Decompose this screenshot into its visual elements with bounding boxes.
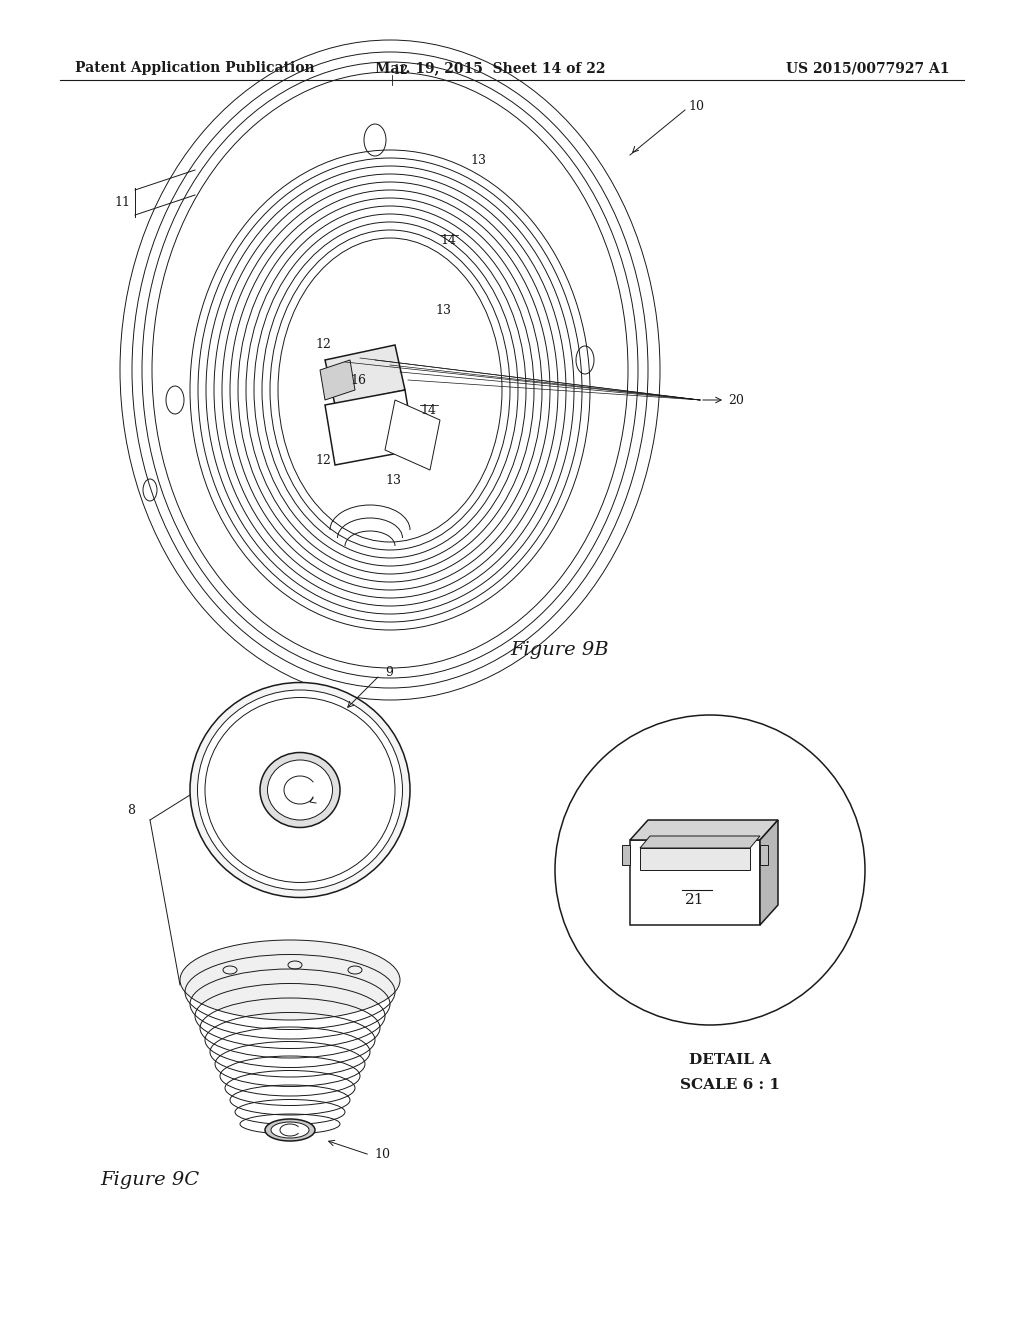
- Text: Patent Application Publication: Patent Application Publication: [75, 61, 314, 75]
- Ellipse shape: [205, 697, 395, 883]
- Text: Mar. 19, 2015  Sheet 14 of 22: Mar. 19, 2015 Sheet 14 of 22: [375, 61, 605, 75]
- Text: 14: 14: [440, 234, 456, 247]
- Polygon shape: [319, 360, 355, 400]
- Text: 16: 16: [350, 374, 366, 387]
- Polygon shape: [325, 345, 406, 405]
- Ellipse shape: [265, 1119, 315, 1140]
- Text: 12: 12: [392, 63, 408, 77]
- Ellipse shape: [271, 1122, 309, 1138]
- Ellipse shape: [190, 682, 410, 898]
- Polygon shape: [630, 820, 778, 840]
- Text: 12: 12: [315, 454, 331, 466]
- Text: 10: 10: [688, 100, 705, 114]
- Text: 8: 8: [127, 804, 135, 817]
- Text: 12: 12: [315, 338, 331, 351]
- Text: 13: 13: [435, 304, 451, 317]
- Polygon shape: [640, 847, 750, 870]
- Text: 13: 13: [470, 153, 486, 166]
- Polygon shape: [622, 845, 630, 865]
- Polygon shape: [760, 820, 778, 925]
- Ellipse shape: [267, 760, 333, 820]
- Text: Figure 9C: Figure 9C: [100, 1171, 199, 1189]
- Text: DETAIL A: DETAIL A: [689, 1053, 771, 1067]
- Text: 10: 10: [374, 1148, 390, 1162]
- Ellipse shape: [180, 940, 400, 1020]
- Ellipse shape: [198, 690, 402, 890]
- Ellipse shape: [260, 752, 340, 828]
- Circle shape: [555, 715, 865, 1026]
- Text: 14: 14: [420, 404, 436, 417]
- Polygon shape: [630, 840, 760, 925]
- Polygon shape: [640, 836, 760, 847]
- Polygon shape: [325, 389, 415, 465]
- Polygon shape: [760, 845, 768, 865]
- Polygon shape: [385, 400, 440, 470]
- Text: SCALE 6 : 1: SCALE 6 : 1: [680, 1078, 780, 1092]
- Text: 11: 11: [114, 197, 130, 210]
- Text: 9: 9: [385, 665, 393, 678]
- Text: US 2015/0077927 A1: US 2015/0077927 A1: [786, 61, 950, 75]
- Text: Figure 9B: Figure 9B: [510, 642, 608, 659]
- Text: 21: 21: [685, 894, 705, 907]
- Text: 20: 20: [728, 393, 743, 407]
- Text: 13: 13: [385, 474, 401, 487]
